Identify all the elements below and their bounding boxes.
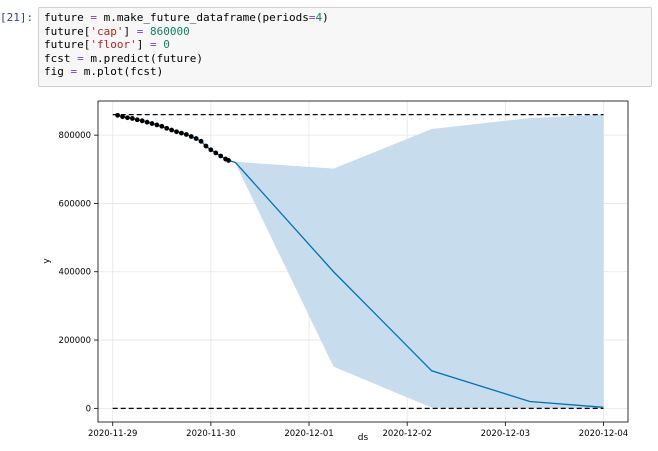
code-token: ]	[136, 38, 150, 52]
observed-point	[208, 147, 214, 153]
cell-output: 2020-11-29 2020-11-30 2020-12-01 2020-12-02…	[38, 94, 658, 447]
observed-point	[125, 115, 130, 121]
observed-point	[134, 117, 140, 123]
code-token	[143, 25, 150, 38]
observed-point	[139, 118, 145, 124]
uncertainty-interval	[235, 114, 604, 409]
observed-point	[179, 130, 184, 136]
code-line: future['floor'] = 0	[44, 38, 646, 52]
code-token: =	[77, 51, 84, 65]
y-tick-label: 400000	[59, 268, 91, 278]
code-token: =	[70, 65, 78, 79]
observed-point	[164, 125, 170, 131]
observed-point	[149, 121, 155, 126]
code-token: fcst	[44, 51, 78, 65]
cell-prompt: [21]:	[0, 11, 34, 24]
x-tick-label: 2020-12-03	[481, 429, 530, 439]
observed-point	[120, 114, 125, 120]
observed-point	[169, 127, 175, 133]
observed-point	[198, 138, 204, 144]
observed-point	[154, 122, 160, 128]
code-token: 4	[315, 11, 323, 24]
code-token: future	[44, 11, 91, 24]
code-token: m.predict(future)	[83, 51, 203, 65]
x-tick-label: 2020-11-30	[186, 429, 235, 439]
code-token: future[	[44, 38, 91, 52]
observed-point	[129, 116, 135, 121]
code-token: 0	[163, 38, 170, 52]
y-tick-label: 800000	[59, 131, 91, 141]
observed-point	[203, 143, 209, 149]
y-tick-label: 200000	[59, 336, 91, 346]
observed-point	[183, 132, 189, 137]
code-token: 'cap'	[90, 24, 124, 38]
code-line: future['cap'] = 860000	[44, 25, 646, 39]
x-tick-label: 2020-11-29	[88, 429, 137, 439]
observed-point	[159, 123, 165, 129]
code-token: =	[136, 24, 144, 38]
observed-point	[218, 153, 224, 159]
code-line: fig = m.plot(fcst)	[44, 65, 646, 79]
x-tick-label: 2020-12-01	[284, 429, 333, 439]
observed-point	[193, 136, 199, 141]
code-token: m.plot(fcst)	[77, 65, 164, 79]
code-cell-input[interactable]: future = m.make_future_dataframe(periods…	[38, 7, 652, 87]
y-axis-label: y	[42, 258, 52, 264]
x-tick-label: 2020-12-02	[382, 429, 431, 439]
observed-point	[174, 129, 179, 135]
observed-point	[226, 158, 231, 163]
y-tick-label: 600000	[59, 199, 91, 209]
x-axis-label: ds	[358, 433, 369, 443]
code-token: fig	[44, 65, 71, 79]
code-token: =	[308, 11, 316, 24]
code-token: 860000	[149, 24, 190, 38]
code-token: future[	[44, 24, 91, 38]
observed-point	[213, 150, 219, 156]
x-tick-label: 2020-12-04	[579, 429, 628, 439]
observed-point	[144, 119, 150, 125]
plot-frame	[97, 100, 629, 423]
code-token: m.make_future_dataframe(periods	[96, 11, 309, 24]
y-tick-label: 0	[86, 404, 91, 414]
code-token: )	[322, 11, 329, 24]
code-token: ]	[123, 24, 137, 38]
code-token: =	[90, 11, 97, 24]
code-line: future = m.make_future_dataframe(periods…	[44, 11, 646, 25]
code-token: 'floor'	[90, 38, 137, 52]
observed-point	[115, 112, 121, 118]
code-line: fcst = m.predict(future)	[44, 52, 646, 66]
observed-point	[188, 134, 194, 139]
forecast-chart: 2020-11-29 2020-11-30 2020-12-01 2020-12-02…	[42, 100, 629, 443]
code-token: =	[149, 38, 157, 52]
